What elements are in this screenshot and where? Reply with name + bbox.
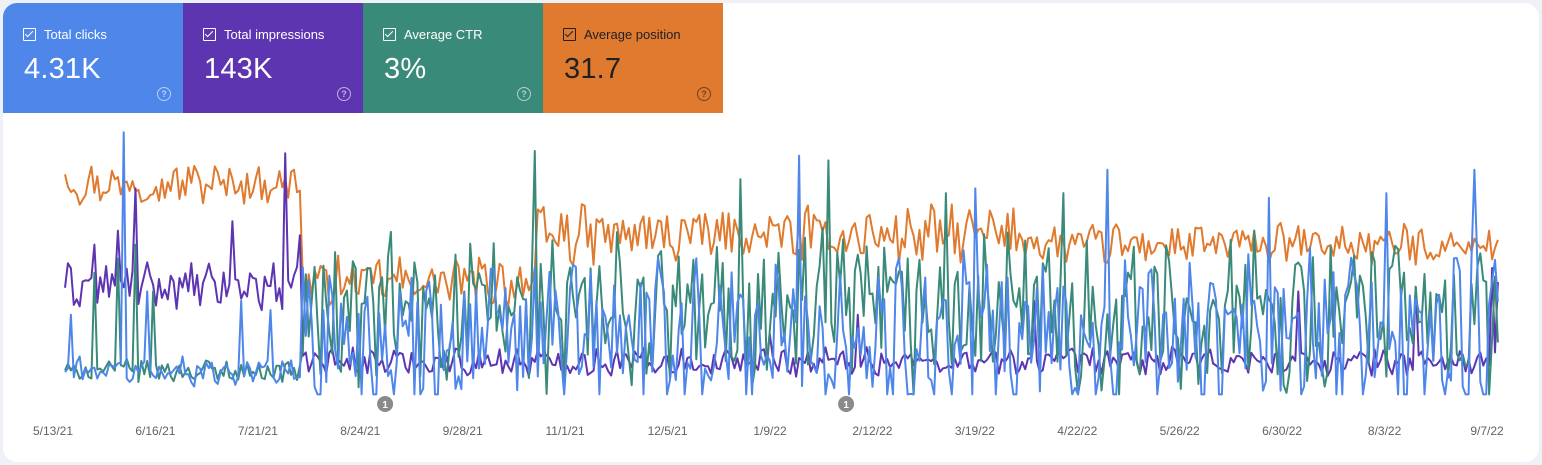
average-ctr-series-line[interactable] <box>64 150 1499 396</box>
average-position-series-line[interactable] <box>64 165 1499 307</box>
x-tick-label: 9/7/22 <box>1470 424 1504 438</box>
help-icon[interactable]: ? <box>517 87 531 101</box>
total-clicks-tile[interactable]: Total clicks 4.31K ? <box>3 3 183 113</box>
annotation-marker-label: 1 <box>382 400 388 411</box>
x-tick-label: 6/16/21 <box>135 424 175 438</box>
metric-tiles: Total clicks 4.31K ? Total impressions 1… <box>3 3 723 113</box>
annotation-marker[interactable]: 1 <box>838 396 855 412</box>
annotation-marker-circle[interactable] <box>838 396 855 412</box>
total-impressions-tile[interactable]: Total impressions 143K ? <box>183 3 363 113</box>
x-tick-label: 8/3/22 <box>1368 424 1402 438</box>
x-tick-label: 11/1/21 <box>546 424 585 438</box>
x-tick-label: 1/9/22 <box>753 424 787 438</box>
x-tick-label: 5/13/21 <box>33 424 73 438</box>
average-position-tile[interactable]: Average position 31.7 ? <box>543 3 723 113</box>
help-icon[interactable]: ? <box>697 87 711 101</box>
metric-value: 3% <box>384 53 427 85</box>
checkbox-checked-icon[interactable] <box>383 28 396 41</box>
metric-value: 143K <box>204 53 273 85</box>
x-axis: 5/13/21 6/16/21 7/21/21 8/24/21 9/28/21 11/1/… <box>33 424 1504 438</box>
metric-label: Average position <box>584 27 681 42</box>
x-tick-label: 3/19/22 <box>955 424 995 438</box>
annotation-marker-circle[interactable] <box>377 396 394 412</box>
checkbox-checked-icon[interactable] <box>203 28 216 41</box>
x-tick-label: 5/26/22 <box>1160 424 1200 438</box>
x-tick-label: 12/5/21 <box>648 424 688 438</box>
average-ctr-tile[interactable]: Average CTR 3% ? <box>363 3 543 113</box>
help-icon[interactable]: ? <box>337 87 351 101</box>
metric-label: Average CTR <box>404 27 483 42</box>
checkbox-checked-icon[interactable] <box>23 28 36 41</box>
total-impressions-series-line[interactable] <box>64 152 1499 378</box>
performance-card: Total clicks 4.31K ? Total impressions 1… <box>3 3 1539 462</box>
x-tick-label: 4/22/22 <box>1057 424 1097 438</box>
checkbox-checked-icon[interactable] <box>563 28 576 41</box>
x-tick-label: 2/12/22 <box>852 424 892 438</box>
series-layer <box>64 131 1499 396</box>
metric-value: 4.31K <box>24 53 101 85</box>
x-tick-label: 8/24/21 <box>340 424 380 438</box>
help-icon[interactable]: ? <box>157 87 171 101</box>
total-clicks-series-line[interactable] <box>64 131 1499 396</box>
x-tick-label: 6/30/22 <box>1262 424 1302 438</box>
metric-value: 31.7 <box>564 53 622 85</box>
metric-label: Total clicks <box>44 27 107 42</box>
x-tick-label: 7/21/21 <box>238 424 278 438</box>
metric-label: Total impressions <box>224 27 325 42</box>
x-tick-label: 9/28/21 <box>443 424 483 438</box>
annotation-marker[interactable]: 1 <box>377 396 394 412</box>
annotation-marker-label: 1 <box>843 400 849 411</box>
